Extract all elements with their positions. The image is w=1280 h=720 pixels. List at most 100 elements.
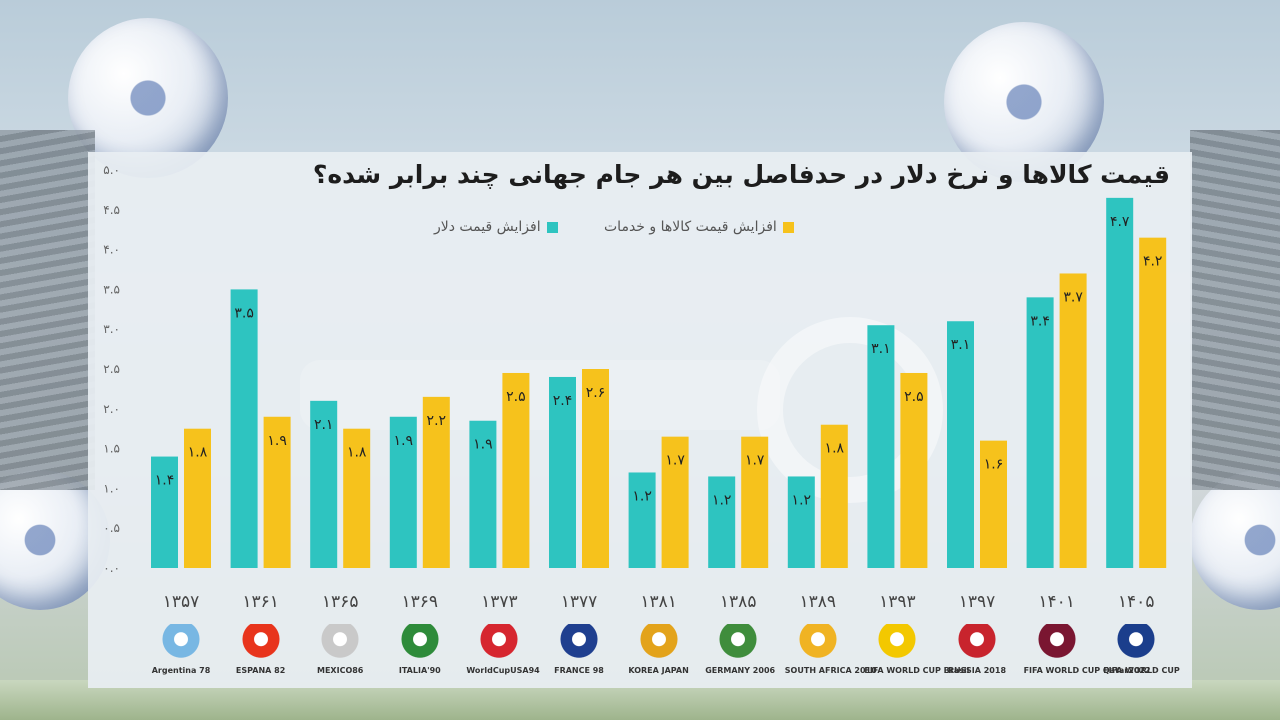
x-tick-label: ۱۴۰۱ — [1038, 592, 1075, 612]
bar-dollar — [469, 420, 497, 568]
data-label: ۳.۱ — [871, 341, 891, 357]
legend-item-dollar: افزایش قیمت دلار — [434, 219, 558, 235]
x-tick-label: ۱۳۹۳ — [879, 592, 916, 612]
bar-goods — [263, 416, 291, 568]
bar-goods — [741, 436, 769, 568]
world-cup-emblem-icon — [638, 624, 679, 662]
data-label: ۱.۸ — [347, 445, 367, 461]
world-cup-emblem-icon — [240, 624, 281, 662]
stadium-stand-left — [0, 130, 95, 490]
y-tick-label: ۲.۵ — [103, 362, 120, 376]
world-cup-emblem-caption: WorldCupUSA94 — [466, 666, 540, 675]
data-label: ۱.۴ — [155, 473, 175, 489]
y-tick-label: ۴.۵ — [103, 203, 120, 217]
world-cup-emblem-caption: FIFA WORLD CUP Brasil — [864, 666, 970, 675]
data-label: ۱.۷ — [665, 453, 685, 469]
world-cup-emblem: ESPANA 82 — [228, 624, 294, 686]
world-cup-emblem-caption: ESPANA 82 — [235, 666, 286, 675]
world-cup-emblem: GERMANY 2006 — [705, 624, 776, 686]
data-label: ۳.۷ — [1063, 289, 1083, 305]
x-tick-label: ۱۳۶۱ — [242, 592, 279, 612]
world-cup-emblem-icon — [877, 624, 918, 662]
bar-goods — [184, 428, 211, 568]
world-cup-emblem: WorldCupUSA94 — [466, 624, 540, 686]
data-label: ۲.۴ — [553, 393, 573, 409]
world-cup-emblem-caption: FIFA WORLD CUP — [1103, 666, 1180, 675]
world-cup-emblem: Argentina 78 — [148, 624, 214, 686]
bar-dollar — [1026, 297, 1054, 568]
stadium-stand-right — [1190, 130, 1280, 490]
data-label: ۱.۹ — [267, 433, 287, 449]
bar-dollar — [867, 325, 895, 568]
bar-dollar — [628, 472, 656, 568]
x-tick-label: ۱۳۵۷ — [163, 592, 200, 612]
bar-dollar — [549, 376, 576, 568]
world-cup-emblem-caption: FIFA WORLD CUP Qatar2022 — [1023, 666, 1151, 675]
world-cup-emblem-caption: RUSSIA 2018 — [947, 666, 1007, 675]
y-tick-label: ۴.۰ — [103, 243, 120, 257]
data-label: ۱.۹ — [473, 437, 493, 453]
world-cup-emblem: FRANCE 98 — [546, 624, 612, 686]
bar-goods — [1139, 237, 1167, 568]
x-tick-label: ۱۳۶۹ — [402, 592, 439, 612]
bar-dollar — [708, 476, 736, 568]
data-label: ۲.۵ — [904, 389, 924, 405]
bar-goods — [661, 436, 689, 568]
world-cup-emblem-icon — [957, 624, 997, 662]
world-cup-emblem: FIFA WORLD CUP Brasil — [864, 624, 970, 686]
world-cup-emblem-caption: GERMANY 2006 — [705, 666, 776, 675]
world-cup-emblem: FIFA WORLD CUP — [1103, 624, 1180, 686]
data-label: ۱.۸ — [188, 445, 208, 461]
bar-goods — [343, 428, 371, 568]
x-tick-label: ۱۳۹۷ — [959, 592, 996, 612]
bar-dollar — [1106, 197, 1134, 569]
data-label: ۱.۷ — [745, 453, 765, 469]
world-cup-emblem: MEXICO86 — [307, 624, 373, 686]
bar-goods — [422, 396, 450, 568]
bar-dollar — [230, 289, 258, 568]
y-tick-label: ۱.۵ — [103, 442, 120, 456]
bar-dollar — [389, 416, 417, 568]
bar-goods — [980, 440, 1007, 568]
world-cup-emblem-icon — [320, 624, 361, 662]
data-label: ۱.۸ — [825, 441, 845, 457]
data-label: ۲.۱ — [314, 417, 334, 433]
world-cup-emblem-caption: Argentina 78 — [151, 666, 211, 675]
bar-goods — [900, 372, 928, 568]
world-cup-emblem-icon — [479, 624, 520, 662]
y-tick-label: ۰.۵ — [103, 521, 120, 535]
data-label: ۱.۲ — [712, 492, 732, 508]
data-label: ۴.۷ — [1110, 214, 1130, 230]
world-cup-emblem: ITALIA'90 — [387, 624, 453, 686]
x-tick-label: ۱۳۷۷ — [561, 592, 598, 612]
bar-dollar — [310, 400, 338, 568]
world-cup-emblem-icon — [399, 624, 440, 662]
y-tick-label: ۳.۵ — [103, 282, 120, 296]
legend-label-goods: افزایش قیمت کالاها و خدمات — [604, 219, 777, 235]
data-label: ۱.۶ — [984, 457, 1004, 473]
world-cup-emblem: FIFA WORLD CUP Qatar2022 — [1023, 624, 1151, 686]
bar-goods — [582, 369, 609, 568]
world-cup-emblem-caption: FRANCE 98 — [554, 666, 604, 675]
data-label: ۳.۵ — [234, 305, 254, 321]
world-cup-emblem: KOREA JAPAN — [626, 624, 692, 686]
x-tick-label: ۱۴۰۵ — [1118, 592, 1155, 612]
chart-title: قیمت کالاها و نرخ دلار در حدفاصل بین هر … — [312, 160, 1170, 189]
bar-dollar — [787, 476, 815, 568]
data-label: ۱.۲ — [792, 492, 812, 508]
world-cup-emblem-caption: MEXICO86 — [317, 666, 364, 675]
world-cup-emblem-caption: SOUTH AFRICA 2010 — [784, 666, 877, 675]
world-cup-emblem-icon — [559, 624, 599, 662]
data-label: ۱.۲ — [632, 488, 652, 504]
x-tick-label: ۱۳۶۵ — [322, 592, 359, 612]
legend-label-dollar: افزایش قیمت دلار — [434, 219, 541, 235]
x-tick-label: ۱۳۸۵ — [720, 592, 757, 612]
bar-dollar — [947, 321, 974, 568]
x-tick-label: ۱۳۸۱ — [640, 592, 677, 612]
world-cup-emblem-icon — [1116, 624, 1157, 662]
bar-dollar — [151, 456, 178, 568]
data-label: ۳.۴ — [1030, 313, 1050, 329]
legend-item-goods: افزایش قیمت کالاها و خدمات — [604, 219, 794, 235]
legend-swatch-dollar — [546, 221, 558, 233]
